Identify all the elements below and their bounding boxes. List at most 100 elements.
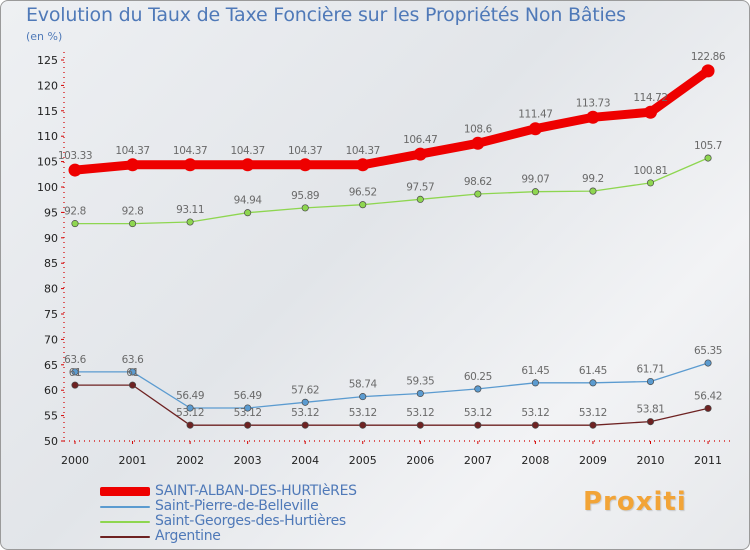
data-point-saint-georges: [71, 220, 79, 228]
data-point-saint-alban: [528, 122, 542, 136]
data-label-saint-pierre: 65.35: [694, 345, 722, 357]
data-label-saint-alban: 104.37: [115, 145, 149, 157]
y-tick-label: 125: [37, 54, 58, 67]
data-label-saint-alban: 111.47: [518, 109, 552, 121]
data-point-saint-pierre: [186, 404, 194, 412]
x-tick-label: 2001: [119, 454, 147, 467]
data-label-argentine: 53.12: [521, 407, 549, 419]
data-label-saint-alban: 106.47: [403, 134, 437, 146]
data-point-saint-alban: [413, 147, 427, 161]
data-point-saint-alban: [298, 158, 312, 172]
data-point-saint-alban: [356, 158, 370, 172]
data-point-saint-pierre: [646, 377, 655, 386]
data-label-saint-georges: 96.52: [349, 187, 377, 199]
data-label-saint-georges: 99.07: [521, 174, 549, 186]
data-point-saint-alban: [586, 110, 600, 124]
data-label-saint-alban: 104.37: [288, 145, 322, 157]
data-point-argentine: [646, 418, 655, 426]
series-line-saint-pierre: [74, 362, 709, 409]
y-tick-label: 65: [44, 359, 58, 372]
x-tick-label: 2003: [234, 454, 262, 467]
data-label-saint-pierre: 57.62: [291, 384, 319, 396]
data-point-saint-alban: [471, 136, 485, 150]
data-point-saint-georges: [589, 187, 597, 195]
data-point-saint-georges: [531, 188, 539, 196]
x-tick-label: 2000: [61, 454, 89, 467]
x-tick-label: 2009: [579, 454, 607, 467]
series-line-argentine: [74, 384, 709, 426]
x-tick-label: 2007: [464, 454, 492, 467]
data-point-saint-alban: [644, 105, 657, 119]
y-tick-label: 50: [44, 435, 58, 448]
data-label-saint-pierre: 61.45: [521, 365, 549, 377]
x-tick-label: 2005: [349, 454, 377, 467]
data-point-argentine: [186, 421, 194, 429]
x-tick-label: 2008: [521, 454, 549, 467]
data-point-saint-georges: [244, 209, 252, 217]
data-label-argentine: 53.12: [234, 407, 262, 419]
data-point-saint-pierre: [474, 385, 482, 393]
data-label-saint-pierre: 63.6: [122, 354, 144, 366]
data-point-saint-pierre: [531, 379, 539, 387]
data-label-saint-pierre: 60.25: [464, 371, 492, 383]
data-point-saint-alban: [126, 158, 140, 172]
data-point-saint-alban: [701, 64, 715, 78]
data-label-saint-georges: 95.89: [291, 190, 319, 202]
data-label-saint-georges: 92.8: [122, 206, 144, 218]
data-label-saint-alban: 113.73: [576, 97, 610, 109]
y-tick-label: 105: [37, 156, 58, 169]
data-point-saint-pierre: [301, 398, 309, 406]
data-point-saint-pierre: [359, 393, 367, 401]
x-tick-label: 2006: [406, 454, 434, 467]
legend-swatch-argentine: [100, 535, 150, 538]
data-label-saint-alban: 104.37: [173, 145, 207, 157]
data-point-saint-pierre: [589, 379, 597, 387]
legend-item-saint-alban: SAINT-ALBAN-DES-HURTIèRES: [100, 484, 357, 499]
data-label-saint-pierre: 61.71: [636, 364, 664, 376]
data-label-argentine: 56.42: [694, 390, 722, 402]
data-label-saint-georges: 100.81: [633, 165, 667, 177]
data-label-argentine: 61: [69, 367, 82, 379]
data-label-argentine: 53.12: [464, 407, 492, 419]
data-label-saint-alban: 104.37: [346, 145, 380, 157]
data-point-argentine: [244, 421, 252, 429]
data-label-argentine: 53.81: [636, 404, 664, 416]
data-label-argentine: 53.12: [406, 407, 434, 419]
legend-label-saint-pierre: Saint-Pierre-de-Belleville: [155, 498, 319, 514]
data-label-saint-alban: 104.37: [230, 145, 264, 157]
data-label-saint-pierre: 56.49: [176, 390, 204, 402]
data-point-saint-pierre: [244, 404, 252, 412]
data-point-saint-georges: [704, 154, 712, 162]
data-point-saint-georges: [186, 218, 194, 226]
data-labels: 61 61 53.12 53.12 53.12 53.12 53.12 53.12 53.12 5…: [58, 51, 727, 419]
legend-swatch-saint-georges: [100, 520, 150, 523]
series-layer: [68, 64, 715, 429]
data-point-argentine: [589, 421, 597, 429]
y-tick-label: 100: [37, 181, 58, 194]
x-tick-label: 2011: [694, 454, 722, 467]
data-point-saint-georges: [646, 179, 655, 187]
data-point-saint-georges: [301, 204, 309, 212]
data-label-argentine: 53.12: [579, 407, 607, 419]
legend-item-saint-pierre: Saint-Pierre-de-Belleville: [100, 499, 357, 514]
legend-label-saint-georges: Saint-Georges-des-Hurtières: [155, 513, 346, 529]
data-label-argentine: 53.12: [291, 407, 319, 419]
legend: SAINT-ALBAN-DES-HURTIèRES Saint-Pierre-d…: [100, 484, 357, 544]
unit-label: (en %): [26, 30, 63, 43]
legend-item-saint-georges: Saint-Georges-des-Hurtières: [100, 514, 357, 529]
data-point-saint-pierre: [416, 389, 424, 398]
data-point-saint-alban: [183, 158, 197, 172]
data-point-argentine: [474, 421, 482, 429]
data-point-argentine: [416, 421, 424, 429]
series-line-saint-alban: [70, 66, 713, 175]
data-label-argentine: 61: [126, 367, 139, 379]
x-axis-ticks: 2000 2001 2002 2003 2004 2005 2006 2007 2008 2009…: [61, 441, 722, 467]
y-tick-label: 60: [44, 384, 58, 397]
data-label-saint-pierre: 61.45: [579, 365, 607, 377]
y-tick-label: 115: [37, 105, 58, 118]
data-label-saint-georges: 98.62: [464, 176, 492, 188]
x-tick-label: 2002: [176, 454, 204, 467]
data-label-saint-georges: 94.94: [234, 195, 263, 207]
